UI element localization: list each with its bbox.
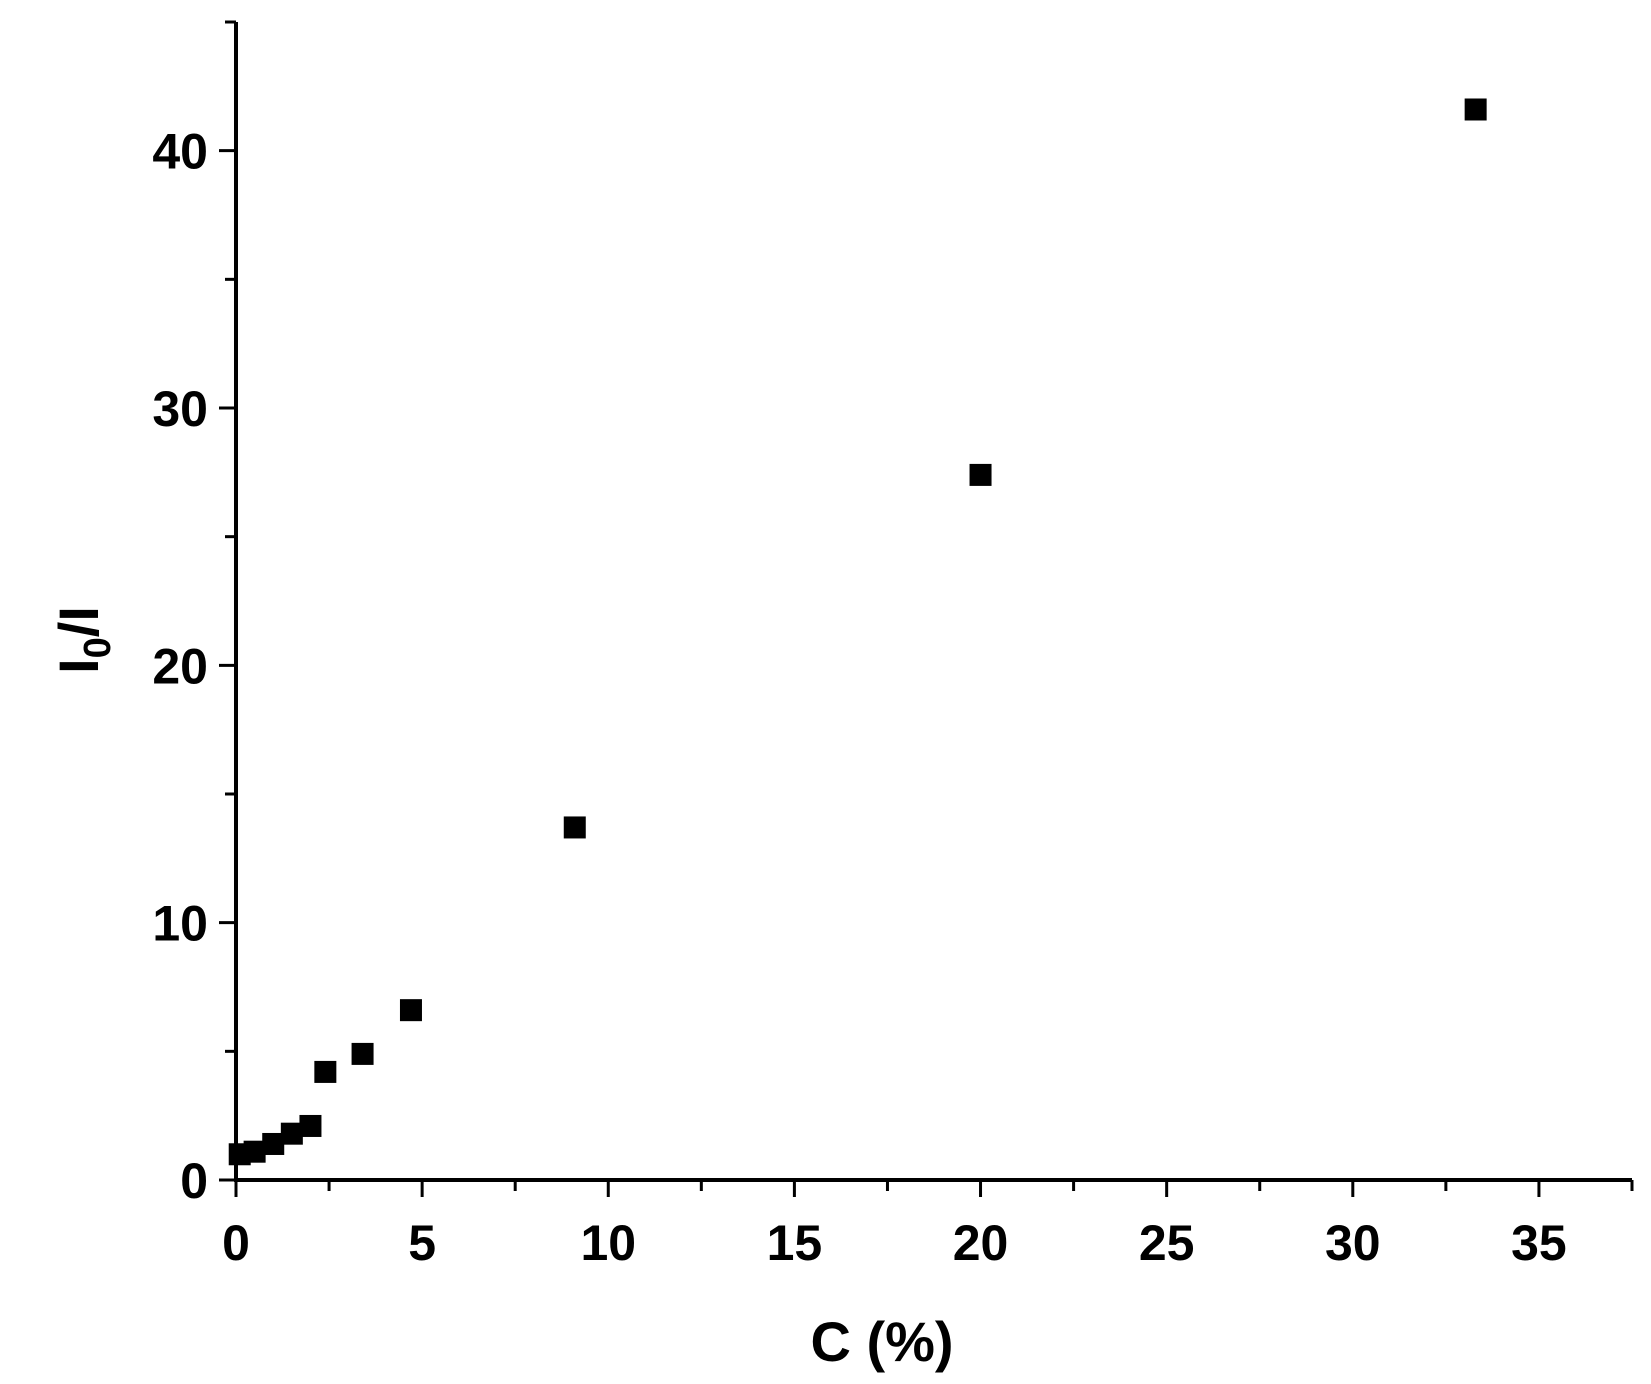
- x-axis-title: C (%): [810, 1310, 953, 1373]
- x-tick-label: 15: [767, 1215, 823, 1271]
- x-tick-label: 30: [1325, 1215, 1381, 1271]
- x-tick-label: 25: [1139, 1215, 1195, 1271]
- data-point: [243, 1140, 266, 1163]
- y-axis-title-subscript: 0: [77, 637, 119, 658]
- x-tick-label: 0: [222, 1215, 250, 1271]
- x-tick-label: 35: [1511, 1215, 1567, 1271]
- data-point: [262, 1132, 285, 1155]
- data-point: [351, 1042, 374, 1065]
- data-point: [969, 463, 992, 486]
- y-axis-title: I0/I: [47, 606, 119, 674]
- data-points: [228, 98, 1487, 1166]
- data-point: [280, 1122, 303, 1145]
- y-tick-label: 0: [180, 1153, 208, 1209]
- data-point: [563, 816, 586, 839]
- data-point: [399, 999, 422, 1022]
- x-tick-label: 20: [953, 1215, 1009, 1271]
- data-point: [314, 1060, 337, 1083]
- ticks: [219, 20, 1634, 1197]
- y-tick-label: 30: [152, 381, 208, 437]
- y-tick-label: 20: [152, 638, 208, 694]
- axes: [234, 22, 1632, 1182]
- x-tick-label: 5: [408, 1215, 436, 1271]
- y-axis-title-main: I: [47, 658, 110, 674]
- y-tick-label: 10: [152, 896, 208, 952]
- x-tick-label: 10: [580, 1215, 636, 1271]
- y-tick-label: 40: [152, 124, 208, 180]
- data-point: [1464, 98, 1487, 121]
- tick-labels: 0 5 10 15 20 25 30 35 0 10 20 30 40: [152, 124, 1566, 1271]
- data-point: [299, 1114, 322, 1137]
- y-axis-title-tail: /I: [47, 606, 110, 637]
